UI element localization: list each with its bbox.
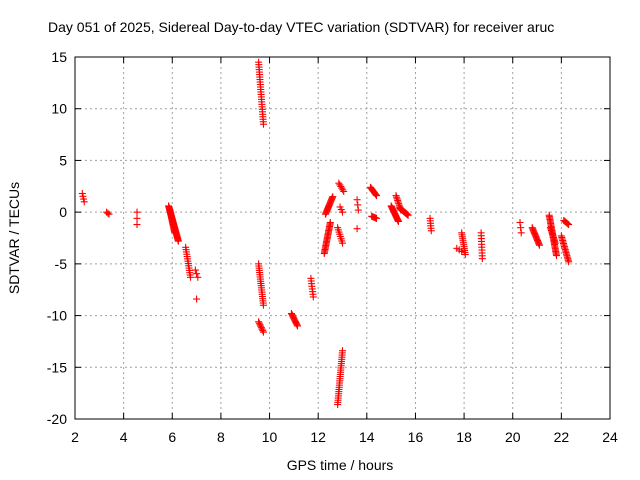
data-point [255, 319, 263, 327]
plot-frame [74, 56, 611, 420]
data-point [191, 266, 199, 274]
x-tick-label: 22 [554, 429, 570, 445]
x-tick-label: 20 [505, 429, 521, 445]
data-point [517, 229, 525, 237]
data-point [259, 301, 267, 309]
x-tick-label: 14 [359, 429, 375, 445]
data-point [553, 252, 560, 260]
data-point [257, 322, 265, 330]
data-point [339, 347, 346, 355]
x-tick-label: 24 [602, 429, 618, 445]
x-tick-label: 16 [408, 429, 424, 445]
data-point [258, 325, 266, 333]
data-point [309, 293, 317, 301]
data-point [187, 273, 195, 281]
data-point [256, 321, 264, 329]
data-point [193, 295, 201, 303]
data-point [404, 211, 412, 219]
data-point [354, 201, 362, 209]
y-tick-label: -15 [47, 359, 67, 375]
y-tick-label: 5 [59, 152, 67, 168]
y-axis-label: SDTVAR / TECUs [6, 182, 22, 294]
data-point [329, 193, 337, 201]
data-point [354, 206, 362, 214]
x-tick-label: 4 [120, 429, 128, 445]
data-point [255, 318, 263, 326]
data-point [372, 191, 380, 199]
data-point [339, 186, 347, 194]
ticks [74, 56, 611, 420]
x-tick-label: 6 [168, 429, 176, 445]
x-tick-label: 12 [310, 429, 326, 445]
grid [75, 57, 610, 419]
data-point [133, 214, 141, 222]
data-point [516, 218, 524, 226]
data-point [353, 196, 361, 204]
data-point [194, 273, 202, 281]
x-tick-label: 10 [262, 429, 278, 445]
data-point [171, 229, 179, 237]
data-point [565, 258, 573, 266]
data-point [174, 237, 182, 245]
data-point [193, 270, 201, 278]
data-point [259, 327, 267, 335]
y-tick-label: 15 [51, 49, 67, 65]
data-point [259, 120, 267, 128]
y-tick-label: 10 [51, 101, 67, 117]
x-axis-label: GPS time / hours [287, 457, 394, 473]
data-point [133, 208, 141, 216]
data-point [339, 239, 346, 247]
data-point [340, 187, 348, 195]
data-point [517, 224, 525, 232]
y-tick-label: 0 [59, 204, 67, 220]
y-tick-label: -20 [47, 411, 67, 427]
data-point [133, 221, 141, 229]
data-point [105, 210, 113, 218]
data-point [551, 239, 559, 247]
data-point [427, 227, 435, 235]
data-point [104, 209, 112, 217]
data-point [294, 322, 302, 330]
data-point [478, 255, 486, 263]
y-tick-label: -5 [55, 256, 68, 272]
data-point [353, 225, 361, 233]
x-tick-label: 8 [217, 429, 225, 445]
data-point [535, 241, 543, 249]
data-point [293, 321, 301, 329]
x-tick-label: 18 [456, 429, 472, 445]
data-points [78, 58, 573, 409]
chart-title: Day 051 of 2025, Sidereal Day-to-day VTE… [48, 19, 554, 35]
data-point [326, 218, 334, 226]
x-tick-label: 2 [71, 429, 79, 445]
data-point [373, 192, 381, 200]
y-tick-label: -10 [47, 308, 67, 324]
data-point [565, 221, 573, 229]
data-point [259, 328, 267, 336]
data-point [394, 217, 402, 225]
data-point [373, 214, 381, 222]
data-point [461, 251, 469, 259]
data-point [339, 208, 346, 216]
data-point [80, 198, 88, 206]
data-point [257, 324, 265, 332]
data-point [564, 220, 572, 228]
